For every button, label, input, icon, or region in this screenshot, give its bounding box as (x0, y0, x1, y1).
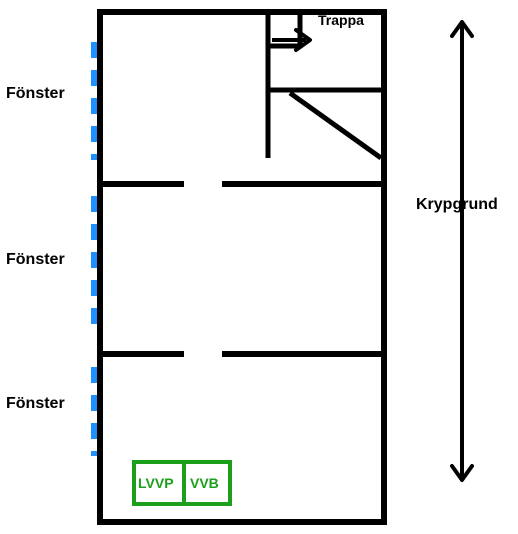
krypgrund-label: Krypgrund (416, 196, 498, 214)
lvvp-label: LVVP (138, 475, 174, 491)
window-label-3: Fönster (6, 395, 65, 413)
window-label-2: Fönster (6, 251, 65, 269)
floor-plan (0, 0, 518, 534)
window-label-1: Fönster (6, 85, 65, 103)
vvb-label: VVB (190, 475, 219, 491)
stair-label: Trappa (318, 12, 364, 28)
